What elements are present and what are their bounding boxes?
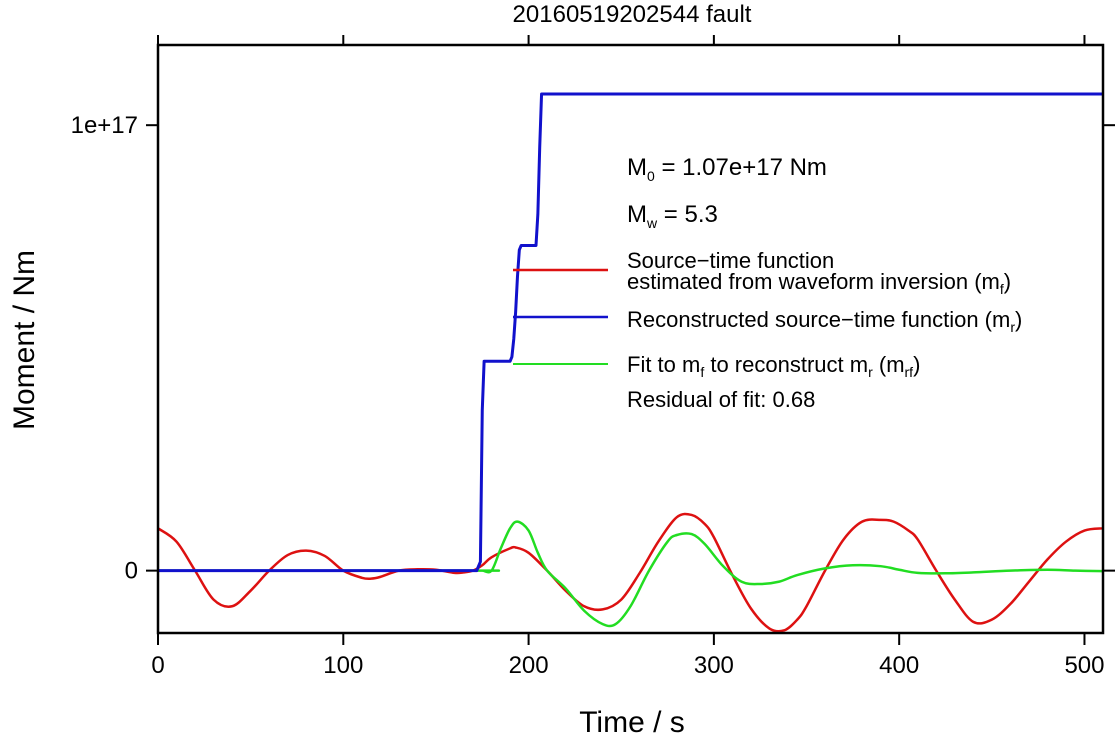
series-line-mf bbox=[157, 512, 1104, 633]
x-tick-label: 0 bbox=[151, 652, 164, 679]
x-tick-label: 400 bbox=[879, 652, 919, 679]
y-tick-label: 1e+17 bbox=[71, 112, 138, 139]
series-group bbox=[157, 92, 1104, 633]
annotation-residual: Residual of fit: 0.68 bbox=[627, 387, 815, 412]
x-tick-label: 500 bbox=[1064, 652, 1104, 679]
series-line-mrf bbox=[157, 520, 1104, 628]
axis-ticks: 0 100 200 300 400 500 0 1e+17 bbox=[71, 35, 1115, 679]
legend-label-mf: Source−time function bbox=[627, 248, 834, 273]
y-tick-label: 0 bbox=[125, 558, 138, 585]
legend-label-mr: Reconstructed source−time function (mr) bbox=[627, 307, 1022, 335]
annotations: M0 = 1.07e+17 Nm Mw = 5.3 Residual of fit:… bbox=[627, 154, 827, 412]
series-line-mr bbox=[158, 92, 1103, 573]
chart-title: 20160519202544 fault bbox=[513, 1, 752, 28]
annotation-mw: Mw = 5.3 bbox=[627, 201, 718, 231]
plot-frame bbox=[156, 43, 1105, 635]
annotation-m0: M0 = 1.07e+17 Nm bbox=[627, 154, 827, 184]
legend-label-mf-line2: estimated from waveform inversion (mf) bbox=[627, 269, 1011, 297]
x-axis-label: Time / s bbox=[579, 706, 685, 736]
x-tick-label: 300 bbox=[694, 652, 734, 679]
legend-label-mrf: Fit to mf to reconstruct mr (mrf) bbox=[627, 352, 920, 380]
x-tick-label: 200 bbox=[509, 652, 549, 679]
x-tick-label: 100 bbox=[323, 652, 363, 679]
y-axis-label: Moment / Nm bbox=[8, 250, 41, 430]
